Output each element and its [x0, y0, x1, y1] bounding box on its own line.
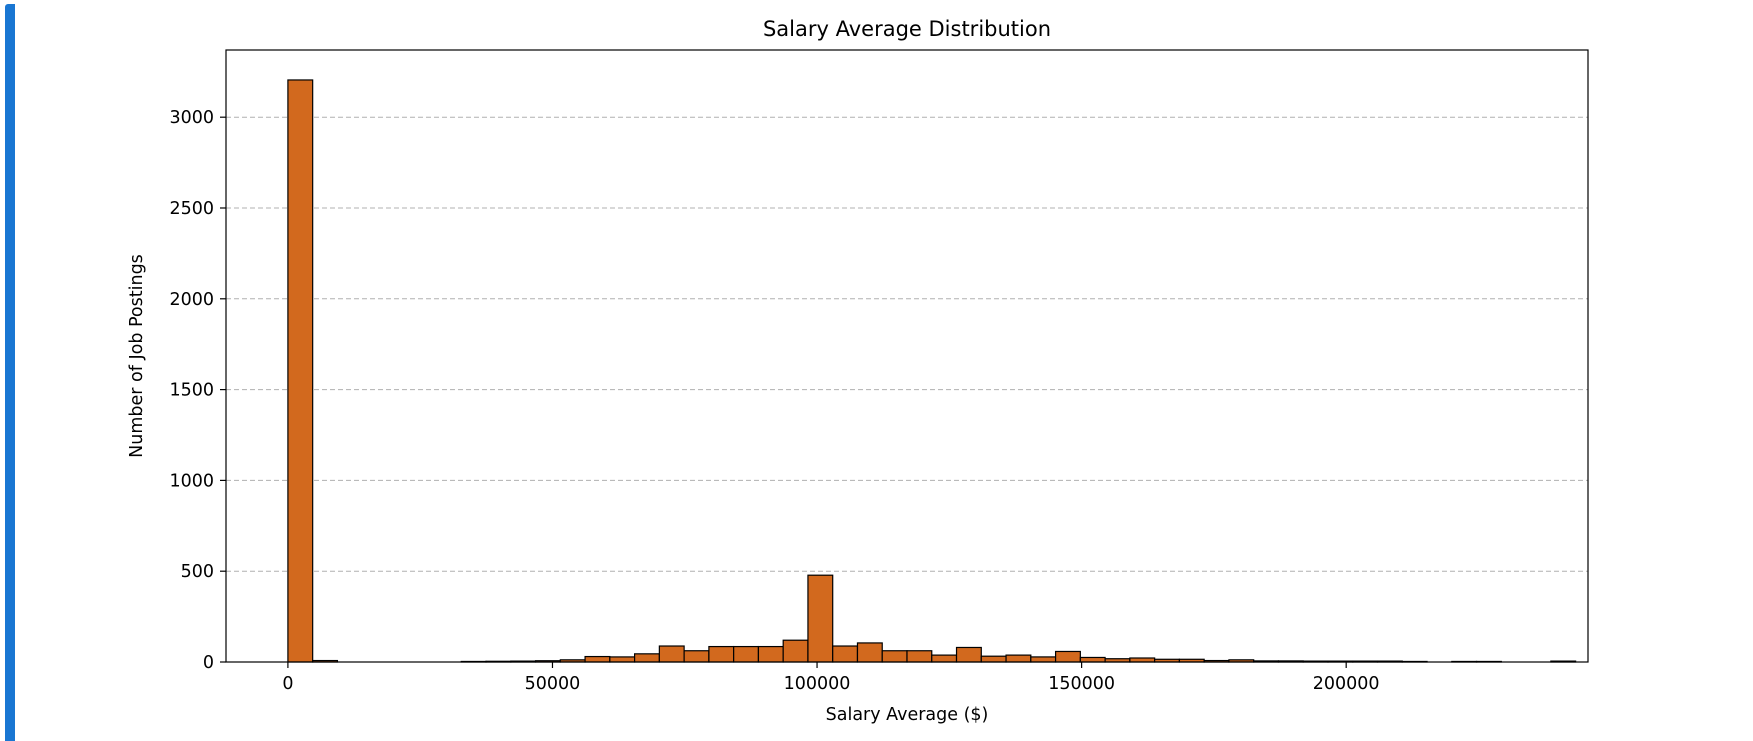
histogram-bar	[931, 654, 958, 663]
histogram-bar	[1079, 656, 1106, 663]
histogram-bar	[1005, 654, 1032, 663]
x-tick-label: 150000	[1048, 674, 1115, 694]
x-axis-label: Salary Average ($)	[826, 705, 989, 725]
histogram-bar	[955, 646, 982, 663]
x-axis-ticks: 0 50000 100000 150000 200000	[282, 662, 1380, 694]
x-tick-label: 200000	[1313, 674, 1380, 694]
histogram-bar	[708, 645, 735, 663]
histogram-bar	[906, 650, 933, 663]
histogram-bar	[1030, 656, 1057, 663]
histogram-bar	[1054, 650, 1081, 663]
histogram-bar	[633, 653, 660, 663]
histogram-bar	[584, 655, 611, 663]
y-tick-label: 1500	[169, 381, 214, 401]
y-tick-label: 2000	[169, 290, 214, 310]
chart-title: Salary Average Distribution	[763, 17, 1051, 41]
histogram-bar	[609, 656, 636, 663]
histogram-bar	[782, 639, 809, 663]
y-tick-label: 0	[203, 653, 214, 673]
notebook-cell-indicator	[5, 4, 15, 741]
x-tick-label: 50000	[525, 674, 581, 694]
grid-lines	[226, 116, 1588, 572]
y-axis-ticks: 0 500 1000 1500 2000 2500 3000	[169, 108, 226, 673]
x-tick-label: 100000	[784, 674, 851, 694]
x-tick-label: 0	[282, 674, 293, 694]
y-tick-label: 1000	[169, 471, 214, 491]
histogram-bar	[287, 79, 314, 663]
plot-frame	[225, 49, 1589, 663]
histogram-bar	[807, 574, 834, 663]
histogram-bar	[683, 650, 710, 663]
y-axis-label: Number of Job Postings	[127, 254, 147, 458]
histogram-bar	[658, 645, 685, 663]
histogram-bar	[856, 642, 883, 663]
histogram-bars	[287, 79, 1577, 663]
y-tick-label: 3000	[169, 108, 214, 128]
histogram-bar	[980, 655, 1007, 663]
histogram-bar	[832, 645, 859, 663]
y-tick-label: 2500	[169, 199, 214, 219]
histogram-bar	[757, 645, 784, 663]
histogram-bar	[733, 645, 760, 663]
histogram-bar	[881, 650, 908, 663]
y-tick-label: 500	[181, 562, 214, 582]
